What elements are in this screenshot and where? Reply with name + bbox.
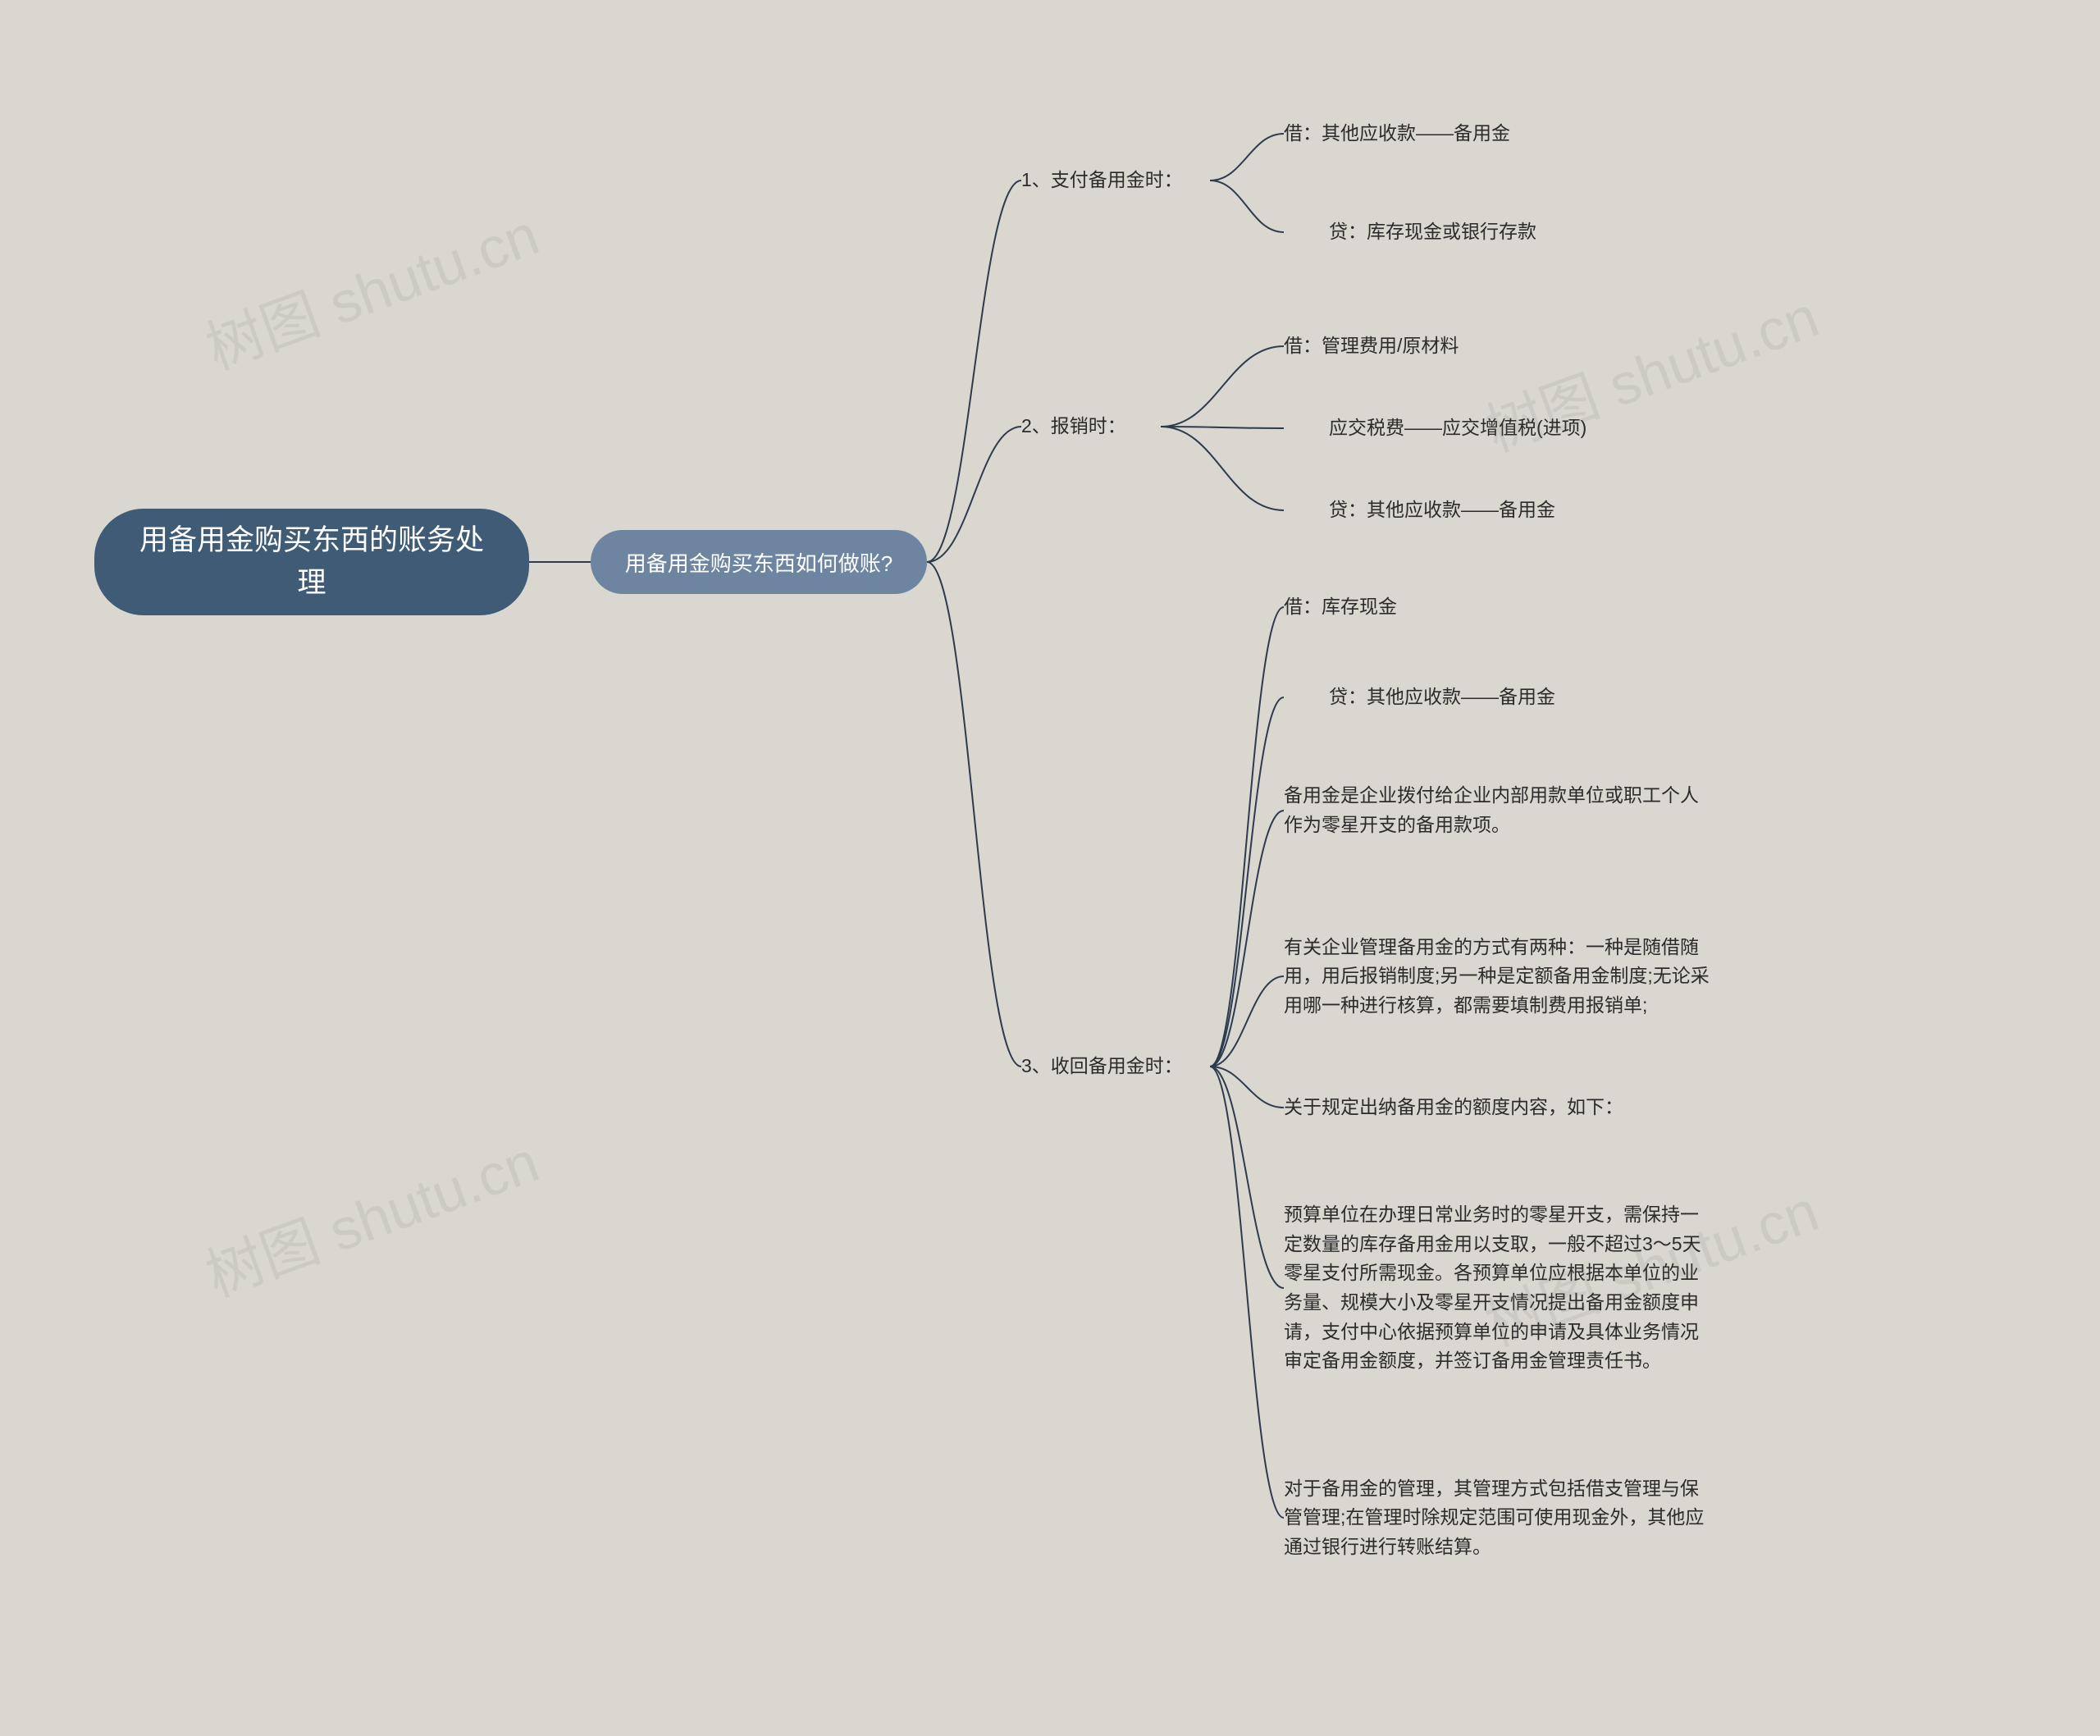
leaf-label: 对于备用金的管理，其管理方式包括借支管理与保管管理;在管理时除规定范围可使用现金…: [1284, 1474, 1710, 1562]
leaf-label: 应交税费——应交增值税(进项): [1329, 413, 1586, 443]
mindmap-subbranch[interactable]: 3、收回备用金时：: [1021, 1050, 1210, 1083]
mindmap-leaf[interactable]: 贷：库存现金或银行存款: [1329, 216, 1575, 249]
mindmap-leaf[interactable]: 预算单位在办理日常业务时的零星开支，需保持一定数量的库存备用金用以支取，一般不超…: [1284, 1181, 1710, 1395]
mindmap-leaf[interactable]: 借：其他应收款——备用金: [1284, 117, 1554, 150]
leaf-label: 贷：库存现金或银行存款: [1329, 217, 1536, 247]
mindmap-leaf[interactable]: 备用金是企业拨付给企业内部用款单位或职工个人作为零星开支的备用款项。: [1284, 778, 1710, 843]
mindmap-leaf[interactable]: 借：库存现金: [1284, 591, 1431, 624]
mindmap-leaf[interactable]: 有关企业管理备用金的方式有两种：一种是随借随用，用后报销制度;另一种是定额备用金…: [1284, 915, 1710, 1038]
mindmap-leaf[interactable]: 对于备用金的管理，其管理方式包括借支管理与保管管理;在管理时除规定范围可使用现金…: [1284, 1469, 1710, 1567]
leaf-label: 有关企业管理备用金的方式有两种：一种是随借随用，用后报销制度;另一种是定额备用金…: [1284, 933, 1710, 1021]
watermark: 树图 shutu.cn: [194, 190, 549, 386]
leaf-label: 预算单位在办理日常业务时的零星开支，需保持一定数量的库存备用金用以支取，一般不超…: [1284, 1200, 1710, 1376]
subbranch-label: 3、收回备用金时：: [1021, 1052, 1183, 1081]
leaf-label: 借：管理费用/原材料: [1284, 331, 1459, 361]
leaf-label: 借：库存现金: [1284, 592, 1397, 622]
leaf-label: 贷：其他应收款——备用金: [1329, 496, 1555, 525]
mindmap-root[interactable]: 用备用金购买东西的账务处理: [94, 509, 529, 615]
leaf-label: 借：其他应收款——备用金: [1284, 119, 1510, 148]
subbranch-label: 1、支付备用金时：: [1021, 166, 1183, 195]
mindmap-leaf[interactable]: 应交税费——应交增值税(进项): [1329, 412, 1632, 445]
root-label: 用备用金购买东西的账务处理: [127, 519, 496, 605]
mindmap-branch[interactable]: 用备用金购买东西如何做账?: [591, 530, 927, 594]
leaf-label: 备用金是企业拨付给企业内部用款单位或职工个人作为零星开支的备用款项。: [1284, 781, 1710, 839]
mindmap-leaf[interactable]: 贷：其他应收款——备用金: [1329, 681, 1591, 714]
mindmap-subbranch[interactable]: 1、支付备用金时：: [1021, 164, 1210, 197]
mindmap-leaf[interactable]: 借：管理费用/原材料: [1284, 330, 1497, 363]
mindmap-subbranch[interactable]: 2、报销时：: [1021, 410, 1161, 443]
watermark: 树图 shutu.cn: [194, 1117, 549, 1313]
mindmap-leaf[interactable]: 贷：其他应收款——备用金: [1329, 494, 1591, 527]
mindmap-leaf[interactable]: 关于规定出纳备用金的额度内容，如下：: [1284, 1091, 1669, 1124]
leaf-label: 贷：其他应收款——备用金: [1329, 683, 1555, 712]
leaf-label: 关于规定出纳备用金的额度内容，如下：: [1284, 1093, 1623, 1122]
subbranch-label: 2、报销时：: [1021, 412, 1126, 441]
branch-label: 用备用金购买东西如何做账?: [625, 547, 892, 578]
